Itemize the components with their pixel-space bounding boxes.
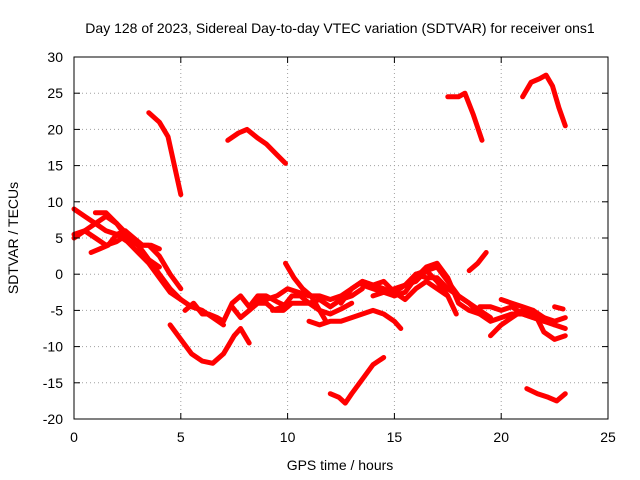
series-line-sat-i (182, 293, 291, 324)
x-tick-label: 10 (280, 429, 296, 445)
x-tick-label: 15 (387, 429, 403, 445)
x-tick-label: 25 (600, 429, 616, 445)
series-line-sat-e (92, 210, 184, 292)
y-tick-label: 20 (47, 121, 63, 137)
series-line-sat-n (306, 307, 404, 331)
y-tick-label: 30 (47, 49, 63, 65)
series-line-sat-b (71, 206, 184, 302)
series-line-sat-x (530, 307, 568, 342)
y-tick-label: 0 (55, 266, 63, 282)
y-tick-label: 5 (55, 230, 63, 246)
x-tick-label: 20 (493, 429, 509, 445)
y-axis-label: SDTVAR / TECUs (5, 182, 21, 294)
x-tick-label: 0 (70, 429, 78, 445)
y-tick-label: -20 (43, 411, 63, 427)
series-line-sat-h (167, 322, 252, 366)
series-line-sat-j (229, 300, 355, 321)
y-tick-label: 10 (47, 194, 63, 210)
x-axis-label: GPS time / hours (287, 457, 394, 473)
tick-layer: 0 5 10 15 20 25 -20 -15 -10 -5 0 5 10 15 20 25 30 (43, 49, 616, 445)
chart-title: Day 128 of 2023, Sidereal Day-to-day VTE… (85, 20, 595, 36)
y-tick-label: -5 (51, 302, 64, 318)
series-line-sat-s (413, 268, 459, 317)
series-line-sat-ac (327, 355, 387, 406)
series-line-sat-y (552, 304, 566, 312)
series-line-sat-l (283, 260, 329, 324)
series-line-sat-g (225, 126, 288, 166)
series-line-sat-aa (445, 90, 485, 143)
series-line-sat-c (71, 228, 162, 270)
series-line-sat-ab (520, 72, 568, 129)
x-tick-label: 5 (177, 429, 185, 445)
series-line-sat-ad (524, 386, 568, 404)
series-line-sat-q (370, 260, 483, 317)
series-line-sat-r (391, 271, 461, 299)
y-tick-label: -10 (43, 339, 63, 355)
grid-layer (74, 57, 608, 419)
y-tick-label: 15 (47, 158, 63, 174)
series-line-sat-v (477, 304, 558, 328)
label-layer: Day 128 of 2023, Sidereal Day-to-day VTE… (5, 20, 595, 473)
series-line-sat-z (466, 250, 489, 274)
series-layer (71, 72, 568, 406)
y-tick-label: 25 (47, 85, 63, 101)
y-tick-label: -15 (43, 375, 63, 391)
series-line-sat-f (146, 110, 184, 198)
